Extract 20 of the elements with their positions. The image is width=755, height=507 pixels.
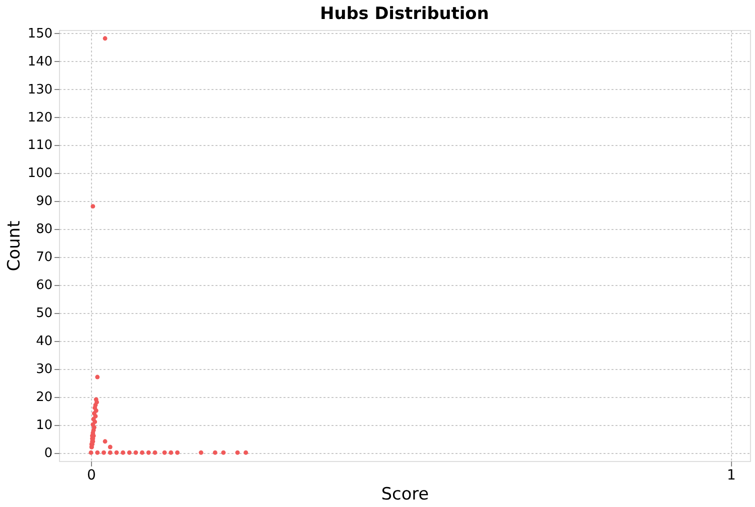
chart-title: Hubs Distribution xyxy=(320,4,489,24)
y-tick-label: 80 xyxy=(36,222,52,238)
x-axis-title: Score xyxy=(381,484,429,504)
y-tick-label: 40 xyxy=(36,334,52,350)
y-tick-label: 110 xyxy=(28,138,52,154)
y-tick-label: 150 xyxy=(28,26,52,42)
y-tick-label: 50 xyxy=(36,306,52,322)
y-tick-label: 140 xyxy=(28,54,52,70)
y-tick-label: 120 xyxy=(28,110,52,126)
x-tick-label: 1 xyxy=(726,468,736,484)
y-tick-label: 70 xyxy=(36,250,52,266)
y-tick-label: 130 xyxy=(28,82,52,98)
y-tick-label: 10 xyxy=(36,418,52,434)
y-tick-label: 20 xyxy=(36,390,52,406)
y-tick-label: 0 xyxy=(44,446,52,462)
y-tick-label: 60 xyxy=(36,278,52,294)
y-axis-title: Count xyxy=(4,220,25,272)
y-tick-label: 30 xyxy=(36,362,52,378)
y-tick-label: 90 xyxy=(36,194,52,210)
y-tick-label: 100 xyxy=(28,166,52,182)
